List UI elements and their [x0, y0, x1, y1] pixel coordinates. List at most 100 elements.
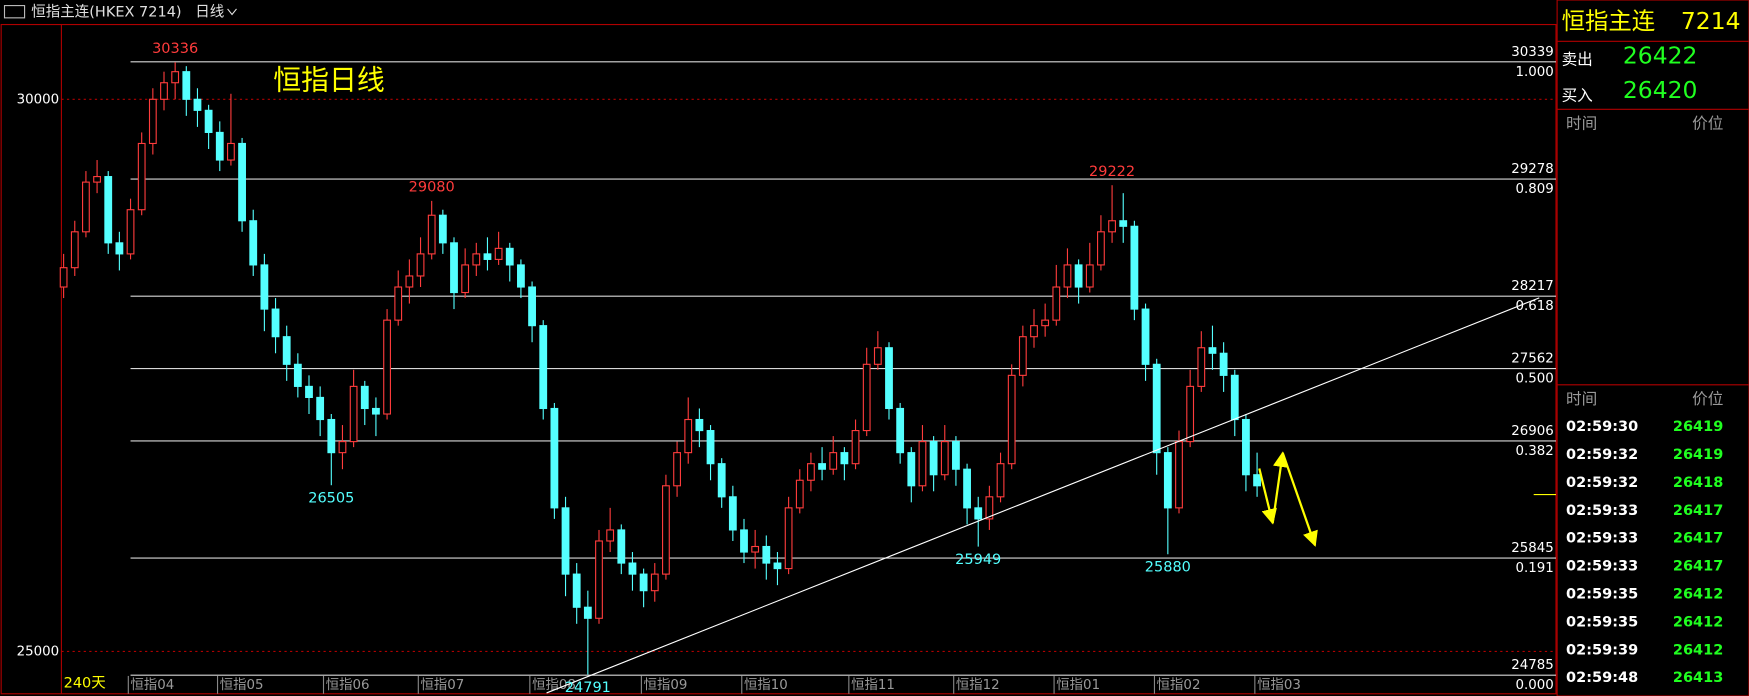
menu-icon[interactable]: [3, 5, 26, 19]
trade-time: 02:59:32: [1566, 447, 1638, 463]
fib-ratio: 0.000: [1515, 678, 1553, 693]
candle-body: [617, 529, 626, 564]
candle-body: [1186, 385, 1195, 443]
fib-ratio: 0.618: [1515, 299, 1553, 314]
trade-price: 26412: [1673, 614, 1723, 630]
candle-body: [706, 430, 715, 465]
candle-body: [238, 142, 246, 222]
candle-body: [940, 441, 949, 476]
price-header: 价位: [1692, 390, 1723, 408]
candle-body: [595, 540, 603, 619]
low-label: 26505: [308, 491, 354, 507]
fib-ratio: 0.191: [1515, 561, 1553, 576]
candle-body: [907, 452, 916, 487]
period-count: 240天: [64, 676, 106, 692]
candle-body: [963, 468, 971, 509]
candle-body: [160, 82, 168, 100]
candle-body: [762, 545, 771, 564]
chevron[interactable]: [227, 8, 237, 16]
quote-name: 恒指主连: [1562, 7, 1656, 35]
fib-price: 29278: [1511, 162, 1554, 177]
candle-body: [82, 181, 90, 233]
candle-body: [1163, 452, 1172, 509]
candle-body: [338, 441, 347, 454]
low-label: 24791: [565, 680, 611, 696]
trend-line: [546, 297, 1540, 694]
candle-body: [572, 573, 581, 608]
candle-body: [1108, 220, 1116, 233]
candle-body: [461, 264, 470, 294]
candle-body: [104, 176, 113, 244]
chart-border: [0, 23, 1557, 695]
candle-body: [673, 452, 681, 487]
candle-body: [952, 441, 960, 470]
fib-ratio: 0.809: [1515, 182, 1553, 197]
candle-body: [929, 441, 938, 476]
candle-body: [528, 286, 536, 327]
candle-body: [1041, 319, 1050, 327]
fib-ratio: 1.000: [1515, 65, 1553, 80]
candle-body: [505, 247, 514, 266]
time-header: 时间: [1566, 114, 1597, 132]
candle-body: [227, 142, 235, 161]
candle-body: [171, 71, 180, 84]
trade-time: 02:59:30: [1566, 419, 1638, 435]
candle-body: [818, 463, 826, 470]
candle-body: [695, 418, 704, 432]
candle-body: [840, 452, 849, 465]
candle-body: [829, 452, 838, 470]
candle-body: [271, 308, 280, 338]
candle-body: [728, 496, 737, 531]
candle-body: [851, 430, 860, 465]
trade-price: 26419: [1673, 447, 1723, 463]
candle-body: [405, 275, 414, 288]
candle-body: [873, 347, 882, 365]
candle-body: [684, 418, 693, 454]
candle-body: [383, 319, 391, 415]
candle-body: [996, 463, 1005, 498]
candle-body: [126, 209, 135, 255]
candle-body: [1197, 347, 1206, 387]
x-tick-label: 恒指08: [532, 677, 576, 693]
trade-price: 26418: [1673, 475, 1723, 491]
candle-body: [717, 463, 726, 498]
candle-body: [751, 545, 760, 553]
trade-price: 26417: [1673, 531, 1723, 547]
trade-time: 02:59:32: [1566, 475, 1638, 491]
x-tick-label: 恒指04: [131, 677, 175, 693]
candle-body: [293, 363, 302, 387]
period-selector[interactable]: 日线: [195, 3, 224, 20]
candle-body: [249, 220, 258, 266]
candle-body: [316, 396, 325, 421]
candle-body: [606, 529, 615, 542]
arrow: [1258, 468, 1277, 525]
trade-price: 26417: [1673, 503, 1723, 519]
candle-body: [215, 131, 224, 161]
fib-price: 24785: [1511, 658, 1554, 673]
arrow: [1271, 451, 1289, 524]
candle-body: [1175, 441, 1183, 509]
candle-body: [394, 286, 403, 321]
x-tick-label: 恒指03: [1257, 677, 1301, 693]
candle-body: [773, 562, 782, 570]
x-tick-label: 恒指11: [851, 677, 895, 693]
y-tick-label: 30000: [17, 92, 60, 107]
candle-body: [70, 231, 79, 269]
candle-body: [583, 606, 592, 619]
x-tick-label: 恒指01: [1056, 677, 1100, 693]
candle-body: [1018, 336, 1027, 376]
candle-body: [1063, 264, 1072, 288]
candle-body: [807, 463, 815, 481]
candle-body: [349, 385, 358, 443]
candle-body: [662, 485, 670, 575]
x-tick-label: 恒指09: [644, 677, 688, 693]
side-panel: 恒指主连 7214 卖出 26422 买入 26420 时间 价位 时间 价位 …: [1556, 0, 1749, 696]
candle-body: [628, 562, 637, 575]
chart-title: 恒指日线: [273, 63, 385, 96]
candle-body: [1230, 374, 1239, 421]
candle-body: [974, 507, 983, 520]
candle-body: [1242, 418, 1250, 476]
buy-label: 买入: [1562, 86, 1594, 104]
fib-ratio: 0.382: [1515, 444, 1553, 459]
